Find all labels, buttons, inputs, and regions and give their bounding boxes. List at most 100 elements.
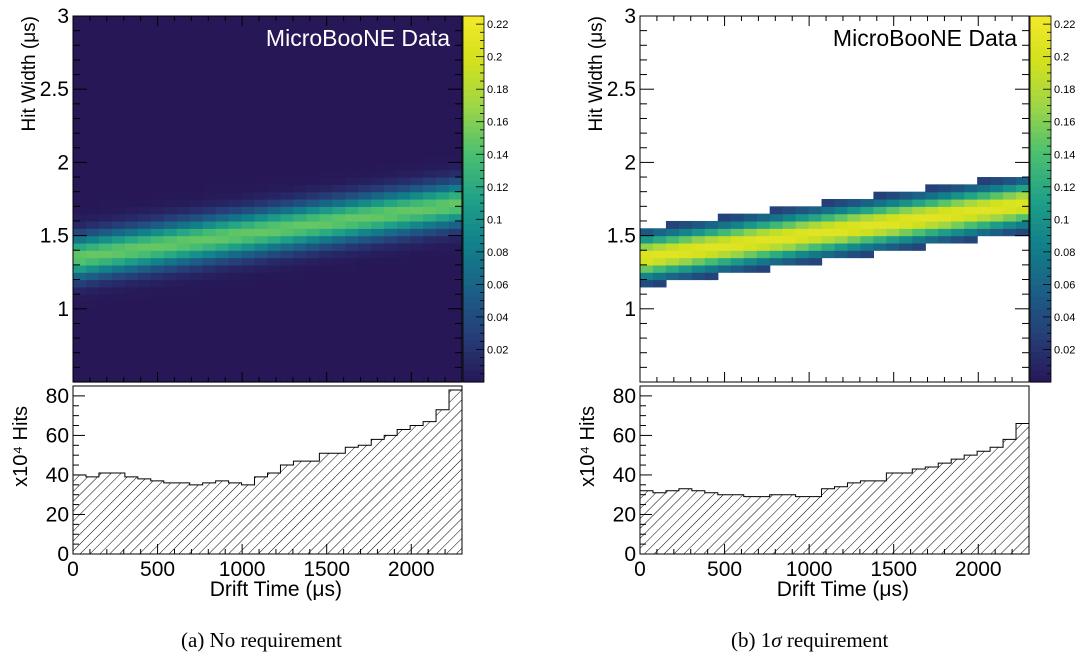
heatmap-cell [163,220,178,229]
heatmap-cell [410,67,424,76]
heatmap-cell [423,264,437,273]
heatmap-cell [1003,199,1017,207]
heatmap-cell [808,213,823,222]
heatmap-cell [241,242,256,251]
colorbar-tick-label: 0.04 [1054,312,1075,324]
colorbar-step [463,241,484,249]
heatmap-cell [215,30,230,39]
y-tick-label: 1 [57,298,69,321]
colorbar-step [463,180,484,188]
heatmap-cell [293,330,307,339]
heatmap-cell [215,308,230,317]
heatmap-cell [293,220,307,229]
heatmap-cell [384,74,398,83]
heatmap-cell [1003,184,1017,193]
heatmap-cell [215,125,230,134]
colorbar-step [463,22,484,29]
heatmap-cell [319,330,333,339]
heatmap-cell [319,272,333,281]
heatmap-cell [847,228,862,237]
heatmap-cell [73,30,87,39]
heatmap-cell [319,338,333,346]
heatmap-cell [98,162,113,171]
hits-y-tick-label: 40 [46,464,69,487]
heatmap-cell [202,330,217,339]
heatmap-cell [124,23,139,32]
heatmap-cell [241,294,256,303]
heatmap-cell [189,330,204,339]
heatmap-cell [189,272,204,281]
heatmap-cell [189,103,204,112]
colorbar-step [1030,95,1051,102]
heatmap-cell [150,220,165,229]
heatmap-cell [436,374,450,383]
heatmap-cell [176,37,191,46]
heatmap-cell [358,111,372,120]
heatmap-cell [306,67,320,76]
heatmap-cell [150,360,165,368]
heatmap-cell [215,155,230,163]
heatmap-cell [345,294,359,303]
heatmap-cell [821,250,836,259]
heatmap-cell [717,264,732,273]
heatmap-cell [150,264,165,273]
heatmap-cell [241,23,256,32]
colorbar-step [1030,174,1051,182]
heatmap-cell [111,169,126,178]
heatmap-cell [189,155,204,163]
heatmap-cell [189,338,204,346]
heatmap-cell [925,199,939,207]
heatmap-cell [215,184,230,193]
heatmap-cell [306,177,320,185]
heatmap-cell [423,133,437,142]
heatmap-cell [306,147,320,156]
heatmap-cell [163,199,178,207]
heatmap-cell [98,74,113,83]
heatmap-cell [436,96,450,105]
heatmap-cell [436,279,450,288]
heatmap-cell [254,330,269,339]
heatmap-cell [124,294,139,303]
colorbar-tick-label: 0.1 [487,214,502,226]
heatmap-cell [267,374,282,383]
heatmap-cell [267,308,282,317]
heatmap-cell [85,301,100,310]
heatmap-cell [384,125,398,134]
heatmap-cell [254,133,269,142]
heatmap-cell [150,125,165,134]
heatmap-cell [215,162,230,171]
heatmap-cell [176,206,191,215]
colorbar-step [463,46,484,54]
heatmap-cell [228,118,243,127]
heatmap-cell [717,242,732,251]
heatmap-cell [397,111,411,120]
heatmap-cell [436,52,450,61]
heatmap-cell [267,316,282,325]
heatmap-cell [886,191,900,200]
heatmap-cell [410,96,424,105]
heatmap-cell [306,367,320,376]
heatmap-cell [280,74,295,83]
heatmap-cell [150,330,165,339]
heatmap-cell [912,191,926,200]
heatmap-cell [808,257,823,266]
heatmap-cell [267,264,282,273]
heatmap-cell [85,352,100,361]
y-tick-label: 2 [624,151,636,174]
heatmap-cell [449,155,463,163]
heatmap-cell [371,374,385,383]
heatmap-cell [704,235,719,244]
heatmap-cell [176,264,191,273]
heatmap-cell [85,308,100,317]
heatmap-cell [189,89,204,98]
heatmap-cell [436,250,450,259]
heatmap-cell [254,118,269,127]
heatmap-cell [925,220,939,229]
heatmap-cell [111,125,126,134]
heatmap-cell [345,89,359,98]
heatmap-cell [730,250,745,259]
y-tick-label: 3 [57,5,69,28]
heatmap-cell [189,367,204,376]
heatmap-cell [449,96,463,105]
hits-y-tick-label: 80 [613,385,636,408]
